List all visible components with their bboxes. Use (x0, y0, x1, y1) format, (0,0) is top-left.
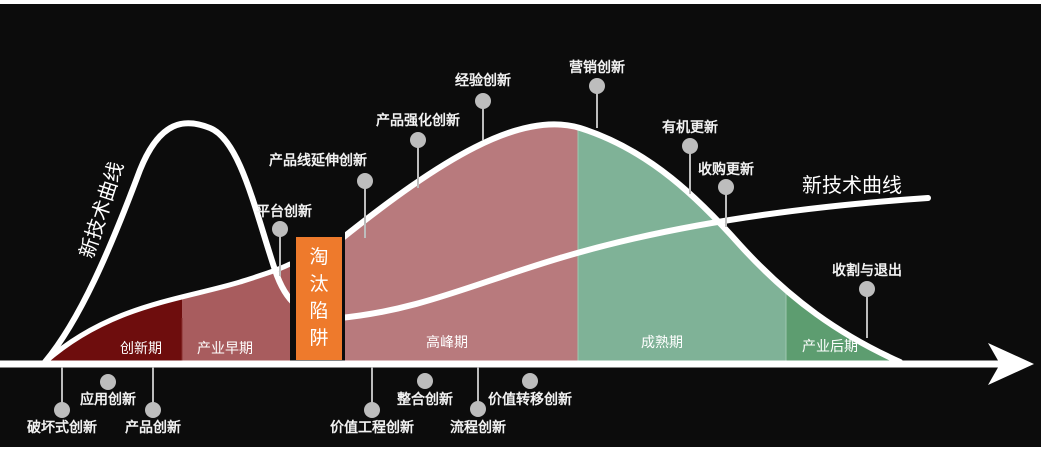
adoption-curve-left (42, 261, 293, 365)
label-organic-renewal: 有机更新 (662, 119, 718, 136)
pin-head (589, 78, 605, 94)
pin-head (272, 221, 288, 237)
pin-head (470, 401, 486, 417)
pins-above (272, 78, 875, 338)
label-marketing-innovation: 营销创新 (569, 59, 625, 76)
label-experience-innovation: 经验创新 (455, 72, 511, 89)
label-product-innovation: 产品创新 (125, 419, 181, 436)
pin-head (718, 179, 734, 195)
pin-head (417, 373, 433, 389)
label-value-migration-innovation: 价值转移创新 (488, 391, 572, 408)
pin-head (145, 402, 161, 418)
new-tech-curve-title-right: 新技术曲线 (802, 173, 902, 197)
pin-head (522, 373, 538, 389)
new-tech-curve-right (337, 195, 931, 321)
pin-head (410, 132, 426, 148)
phase-label-late: 产业后期 (802, 339, 858, 355)
phase-label-early: 产业早期 (197, 341, 253, 357)
label-integration-innovation: 整合创新 (396, 391, 453, 408)
pin-head (54, 402, 70, 418)
label-acquisition-renewal: 收购更新 (698, 161, 754, 178)
trap-char-4: 阱 (309, 327, 328, 349)
label-value-engineering-innovation: 价值工程创新 (330, 419, 414, 436)
pin-head (357, 173, 373, 189)
pin-head (475, 93, 491, 109)
adoption-curve-right (337, 121, 903, 365)
pins-below (54, 367, 538, 418)
trap-box (296, 237, 342, 360)
phase-label-peak: 高峰期 (426, 334, 468, 351)
label-process-innovation: 流程创新 (450, 419, 506, 436)
new-tech-curve-left (42, 120, 343, 365)
label-application-innovation: 应用创新 (80, 391, 136, 408)
pin-head (682, 138, 698, 154)
label-disruptive-innovation: 破坏式创新 (27, 419, 97, 436)
phase-label-innovation: 创新期 (120, 341, 162, 357)
pin-head (100, 374, 116, 390)
time-axis-arrowhead (988, 343, 1034, 385)
trap-char-1: 淘 (309, 246, 328, 268)
label-product-line-innovation: 产品线延伸创新 (269, 152, 367, 169)
label-product-enhance-innovation: 产品强化创新 (376, 112, 460, 129)
label-harvest-exit: 收割与退出 (832, 262, 902, 279)
trap-char-2: 汰 (309, 273, 328, 295)
label-platform-innovation: 平台创新 (256, 203, 312, 220)
pin-head (859, 281, 875, 297)
pin-head (364, 402, 380, 418)
trap-char-3: 陷 (309, 300, 328, 322)
phase-label-mature: 成熟期 (641, 335, 683, 351)
